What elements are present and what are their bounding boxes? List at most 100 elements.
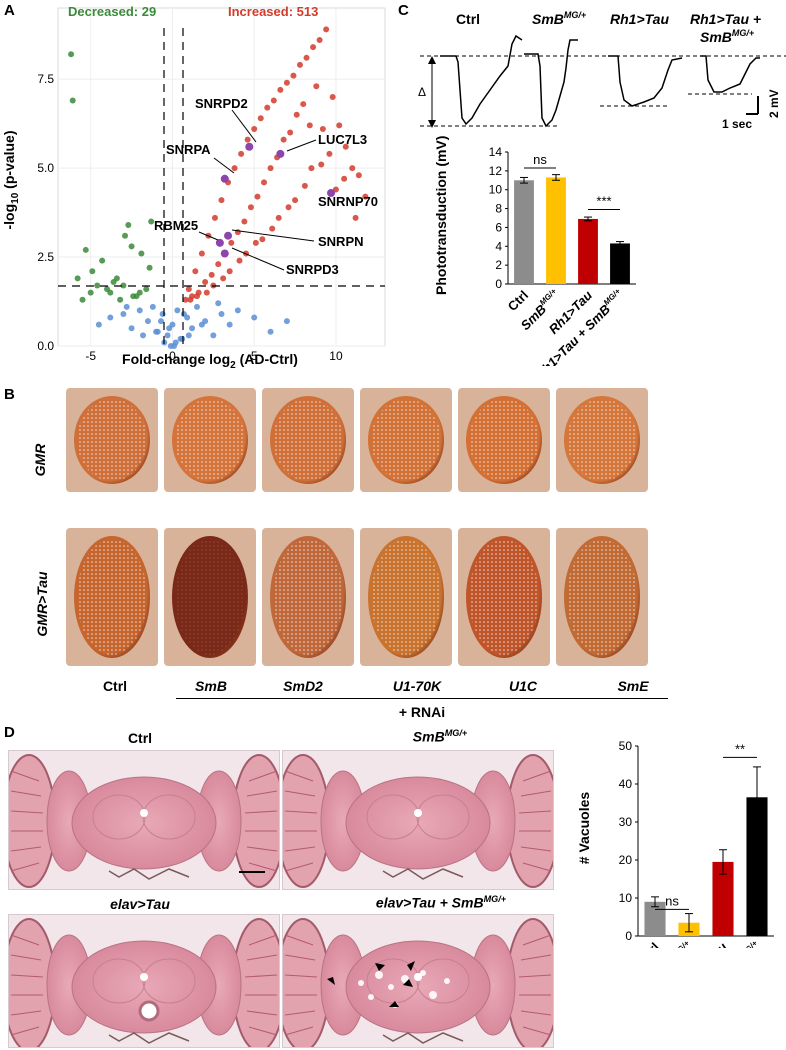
volcano-point bbox=[185, 332, 192, 339]
volcano-point bbox=[292, 197, 299, 204]
volcano-point bbox=[192, 268, 199, 275]
volcano-ytick: 2.5 bbox=[37, 250, 54, 264]
volcano-point bbox=[140, 332, 147, 339]
histology-elav-tau bbox=[8, 914, 280, 1048]
volcano-point bbox=[110, 278, 117, 285]
volcano-point bbox=[159, 310, 166, 317]
volcano-point bbox=[167, 343, 174, 349]
volcano-point bbox=[210, 332, 217, 339]
volcano-point bbox=[313, 83, 320, 90]
col-label-smb: SmB bbox=[195, 678, 227, 694]
eye-image-gmr bbox=[556, 388, 648, 492]
volcano-point bbox=[238, 150, 245, 157]
volcano-point bbox=[185, 286, 192, 293]
decreased-label: Decreased: 29 bbox=[68, 4, 156, 19]
gene-label-rbm25: RBM25 bbox=[154, 218, 198, 233]
rnai-bracket bbox=[176, 698, 668, 699]
volcano-point bbox=[352, 214, 359, 221]
phototransduction-ylabel: Phototransduction (mV) bbox=[433, 135, 449, 295]
row-label-gmr-tau: GMR>Tau bbox=[34, 571, 50, 637]
volcano-point bbox=[259, 236, 266, 243]
volcano-point bbox=[296, 61, 303, 68]
volcano-point bbox=[211, 214, 218, 221]
bar-ytick: 30 bbox=[619, 815, 633, 829]
volcano-point bbox=[136, 307, 143, 314]
significance-label: *** bbox=[596, 194, 611, 209]
volcano-point bbox=[275, 214, 282, 221]
volcano-point bbox=[342, 143, 349, 150]
bar-ytick: 2 bbox=[495, 258, 502, 272]
volcano-ytick: 7.5 bbox=[37, 72, 54, 86]
vacuoles-ylabel: # Vacuoles bbox=[576, 791, 592, 865]
volcano-point bbox=[318, 161, 325, 168]
volcano-point bbox=[94, 282, 101, 289]
volcano-point bbox=[166, 325, 173, 332]
volcano-point bbox=[99, 257, 106, 264]
volcano-point bbox=[261, 179, 268, 186]
volcano-xlabel: Fold-change log2 (AD-Ctrl) bbox=[122, 351, 298, 371]
volcano-point bbox=[308, 165, 315, 172]
volcano-point bbox=[182, 296, 189, 303]
col-label-smd2: SmD2 bbox=[283, 678, 323, 694]
panel-label-c: C bbox=[398, 2, 409, 19]
eye-image-gmr-tau bbox=[164, 528, 256, 666]
gene-label-luc7l3: LUC7L3 bbox=[318, 132, 367, 147]
volcano-point bbox=[198, 321, 205, 328]
increased-label: Increased: 513 bbox=[228, 4, 318, 19]
bar bbox=[712, 861, 734, 936]
volcano-xtick: -5 bbox=[85, 349, 96, 363]
volcano-point bbox=[128, 243, 135, 250]
bar-category-label: SmBMG/+ bbox=[650, 939, 696, 948]
bar-ytick: 20 bbox=[619, 853, 633, 867]
volcano-point bbox=[341, 175, 348, 182]
volcano-point bbox=[270, 97, 277, 104]
eye-image-gmr-tau bbox=[66, 528, 158, 666]
panel-label-d: D bbox=[4, 724, 15, 741]
volcano-point bbox=[180, 310, 187, 317]
bar-ytick: 50 bbox=[619, 739, 633, 753]
bar-ytick: 0 bbox=[495, 277, 502, 291]
erg-traces: Ctrl SmBMG/+ Rh1>Tau Rh1>Tau + SmBMG/+ Δ… bbox=[418, 10, 786, 131]
volcano-point bbox=[68, 51, 75, 58]
volcano-point bbox=[267, 165, 274, 172]
histo-title-elav-tau: elav>Tau bbox=[110, 896, 170, 912]
trace-label-smb: SmBMG/+ bbox=[532, 10, 587, 27]
col-label-u1c: U1C bbox=[508, 678, 537, 694]
eye-image-gmr-tau bbox=[556, 528, 648, 666]
volcano-point bbox=[355, 172, 362, 179]
bar-category-label: Ctrl bbox=[636, 940, 662, 948]
gene-label-snrnp70: SNRNP70 bbox=[318, 194, 378, 209]
volcano-point bbox=[187, 296, 194, 303]
volcano-point bbox=[326, 150, 333, 157]
volcano-point bbox=[267, 328, 274, 335]
volcano-point bbox=[125, 222, 132, 229]
volcano-point bbox=[220, 249, 229, 258]
volcano-point bbox=[319, 125, 326, 132]
volcano-point bbox=[198, 250, 205, 257]
bar-ytick: 14 bbox=[489, 145, 503, 159]
eye-image-gmr-tau bbox=[262, 528, 354, 666]
svg-text:SmBMG/+: SmBMG/+ bbox=[700, 28, 755, 45]
volcano-xtick: 10 bbox=[329, 349, 343, 363]
bar-ytick: 4 bbox=[495, 239, 502, 253]
significance-label: ns bbox=[533, 152, 547, 167]
volcano-point bbox=[226, 268, 233, 275]
volcano-point bbox=[251, 125, 258, 132]
volcano-plot: -5 0 5 10 0.0 2.5 5.0 7.5 Decreased: 29 Increas… bbox=[1, 4, 386, 371]
histology-smb bbox=[282, 750, 554, 890]
volcano-point bbox=[149, 303, 156, 310]
eye-image-gmr-tau bbox=[458, 528, 550, 666]
volcano-point bbox=[136, 289, 143, 296]
panel-label-b: B bbox=[4, 386, 15, 403]
significance-label: ** bbox=[735, 741, 745, 756]
eye-image-gmr bbox=[458, 388, 550, 492]
volcano-point bbox=[107, 314, 114, 321]
volcano-point bbox=[301, 182, 308, 189]
volcano-point bbox=[117, 296, 124, 303]
volcano-point bbox=[146, 264, 153, 271]
eye-image-gmr bbox=[262, 388, 354, 492]
bar bbox=[610, 243, 630, 284]
volcano-point bbox=[327, 189, 336, 198]
volcano-point bbox=[245, 142, 254, 151]
